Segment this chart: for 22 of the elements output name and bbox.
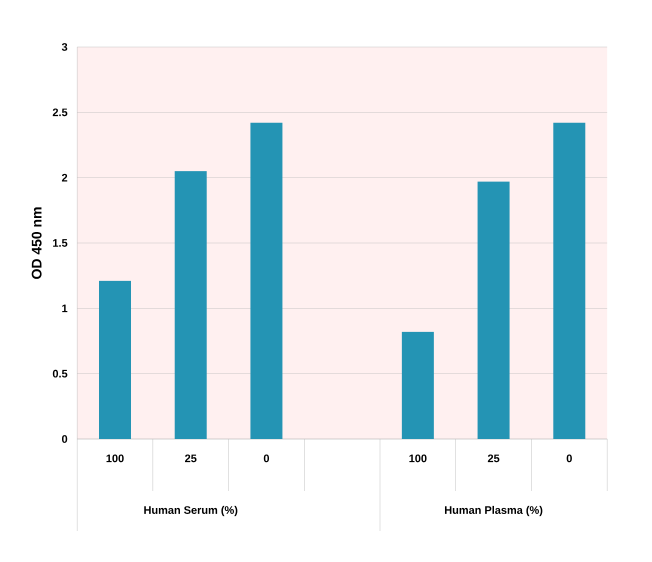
text: Human Plasma (%) bbox=[444, 506, 542, 516]
x-tick-label: 0 bbox=[264, 454, 270, 462]
y-tick-label: 1 bbox=[62, 304, 68, 312]
text: Human Serum (%) bbox=[144, 506, 238, 516]
bar bbox=[250, 122, 282, 439]
x-tick-label: 100 bbox=[409, 454, 427, 462]
y-tick-label: 2.5 bbox=[52, 108, 68, 116]
y-axis-title: OD 450 nm bbox=[32, 207, 42, 279]
bar bbox=[553, 122, 586, 439]
x-tick-label: 0 bbox=[566, 454, 572, 462]
bar bbox=[174, 171, 207, 439]
bar bbox=[99, 280, 131, 439]
x-tick-label: 25 bbox=[184, 454, 196, 462]
y-tick-label: 2 bbox=[62, 174, 68, 182]
y-tick-label: 0.5 bbox=[52, 370, 68, 378]
y-tick-label: 3 bbox=[62, 43, 68, 51]
x-tick-label: 100 bbox=[106, 454, 124, 462]
y-tick-label: 1.5 bbox=[53, 239, 68, 247]
bar bbox=[402, 332, 434, 439]
bar bbox=[478, 182, 510, 439]
x-tick-label: 25 bbox=[488, 454, 500, 462]
y-tick-label: 0 bbox=[62, 435, 68, 443]
